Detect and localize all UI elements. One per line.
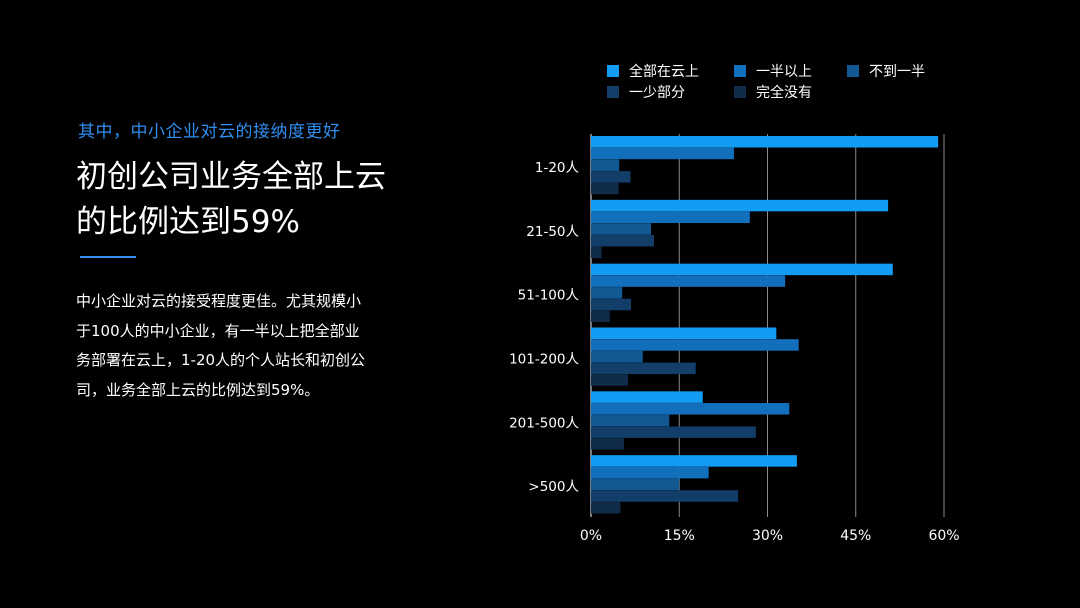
legend-swatch-2	[734, 65, 746, 77]
bar-1-20-series-1	[591, 136, 939, 148]
bar-1-20-series-5	[591, 182, 619, 195]
legend-swatch-4	[607, 86, 619, 98]
bar-500-series-1	[591, 455, 797, 467]
bar-51-100-series-2	[591, 275, 786, 287]
legend-label-5: 完全没有	[756, 84, 812, 101]
body-paragraph: 中小企业对云的接受程度更佳。尤其规模小于100人的中小企业，有一半以上把全部业务…	[76, 292, 366, 399]
legend-label-1: 全部在云上	[629, 63, 699, 80]
legend-label-2: 一半以上	[756, 64, 812, 80]
legend-label-3: 不到一半	[869, 64, 925, 80]
category-label-1-20: 1-20人	[535, 160, 580, 176]
bar-201-500-series-5	[591, 438, 624, 450]
bar-51-100-series-3	[591, 287, 623, 299]
bar-21-50-series-5	[591, 246, 602, 259]
legend-swatch-3	[847, 65, 859, 77]
bar-500-series-5	[591, 501, 621, 514]
divider	[80, 256, 136, 258]
bar-51-100-series-5	[591, 310, 610, 322]
bar-21-50-series-1	[591, 199, 889, 212]
bar-201-500-series-2	[591, 403, 790, 415]
chart-x-tick-labels: 0% 15% 30% 45% 60%	[580, 528, 960, 544]
bar-101-200-series-5	[591, 374, 629, 386]
bar-51-100-series-4	[591, 298, 632, 311]
bar-201-500-series-1	[591, 391, 703, 403]
bar-201-500-series-3	[591, 414, 670, 427]
bar-500-series-4	[591, 490, 739, 502]
category-label-500: >500人	[528, 479, 579, 495]
legend-label-4: 一少部分	[629, 85, 685, 101]
category-label-201-500: 201-500人	[509, 415, 579, 431]
section-subtitle: 其中，中小企业对云的接纳度更好	[78, 122, 341, 142]
category-label-21-50: 21-50人	[526, 224, 579, 240]
category-label-101-200: 101-200人	[509, 351, 579, 367]
legend-swatch-1	[607, 65, 619, 77]
bar-21-50-series-2	[591, 211, 750, 224]
x-tick-label-45: 45%	[840, 528, 871, 544]
category-label-51-100: 51-100人	[518, 288, 580, 304]
bar-500-series-2	[591, 466, 709, 479]
bar-500-series-3	[591, 478, 680, 491]
bar-201-500-series-4	[591, 426, 756, 438]
x-tick-label-15: 15%	[664, 528, 695, 544]
bar-21-50-series-4	[591, 234, 654, 247]
headline: 初创公司业务全部上云的比例达到59%	[76, 159, 386, 240]
x-tick-label-0: 0%	[580, 528, 602, 544]
bar-1-20-series-3	[591, 159, 620, 171]
bar-101-200-series-1	[591, 327, 777, 339]
bar-51-100-series-1	[591, 263, 893, 276]
legend-swatch-5	[734, 86, 746, 98]
bar-21-50-series-3	[591, 223, 652, 235]
bar-1-20-series-2	[591, 147, 734, 160]
bar-1-20-series-4	[591, 171, 631, 183]
chart-bars	[591, 136, 939, 514]
chart-category-labels: 1-20人 21-50人 51-100人 101-200人 201-500人 >500人	[509, 160, 579, 495]
bar-101-200-series-4	[591, 362, 696, 375]
bar-101-200-series-2	[591, 339, 799, 351]
x-tick-label-60: 60%	[928, 528, 959, 544]
chart-gridlines	[590, 134, 945, 517]
x-tick-label-30: 30%	[752, 528, 783, 544]
bar-101-200-series-3	[591, 350, 643, 363]
